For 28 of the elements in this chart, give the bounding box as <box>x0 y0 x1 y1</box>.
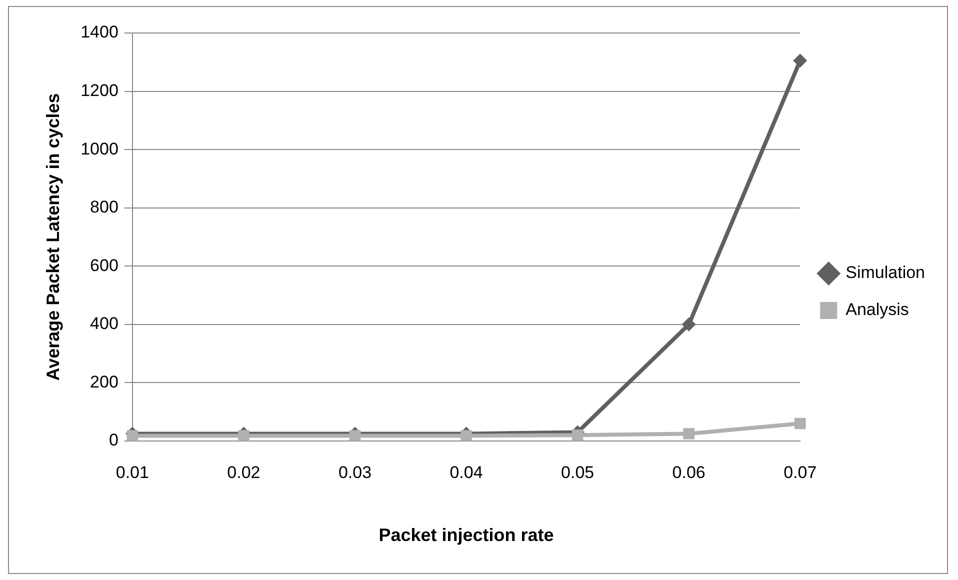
y-tick-label: 1000 <box>80 139 118 158</box>
y-tick-label: 0 <box>108 430 118 450</box>
x-tick-label: 0.01 <box>116 462 149 482</box>
point <box>794 418 806 430</box>
y-tick-label: 1200 <box>80 80 118 100</box>
point <box>349 430 361 441</box>
x-tick-label: 0.02 <box>227 462 260 482</box>
point <box>238 430 250 441</box>
x-tick-label: 0.05 <box>561 462 594 482</box>
point <box>683 428 694 440</box>
point <box>572 430 584 441</box>
point <box>126 430 138 441</box>
y-tick-label: 200 <box>90 372 118 392</box>
y-tick-label: 800 <box>90 198 118 217</box>
x-tick-label: 0.06 <box>672 462 706 482</box>
y-tick-label: 600 <box>90 256 118 275</box>
y-tick-label: 400 <box>90 314 118 334</box>
x-axis-title: Packet injection rate <box>378 525 554 546</box>
x-tick-label: 0.04 <box>450 462 483 482</box>
point <box>793 54 808 68</box>
point <box>460 430 472 441</box>
y-axis-title: Average Packet Latency in cycles <box>42 93 63 381</box>
y-tick-label: 1400 <box>80 22 118 42</box>
x-tick-label: 0.07 <box>784 462 817 482</box>
x-tick-label: 0.03 <box>338 462 372 482</box>
legend-label: Analysis <box>846 300 909 320</box>
point <box>682 317 696 332</box>
legend-label: Simulation <box>846 263 926 282</box>
